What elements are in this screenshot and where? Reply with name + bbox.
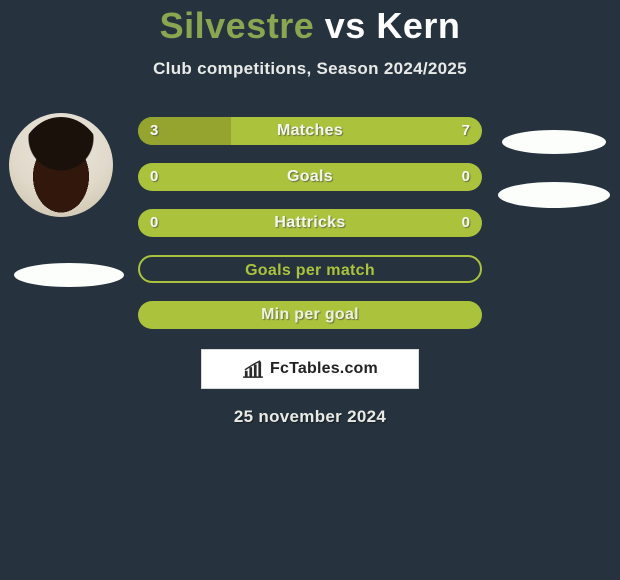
bar-matches: 3 Matches 7: [138, 117, 482, 145]
player2-logo-shape-top: [502, 130, 606, 154]
bar-gpm-label: Goals per match: [140, 257, 480, 283]
bar-goals: 0 Goals 0: [138, 163, 482, 191]
title-vs: vs: [325, 5, 366, 46]
bar-hattricks: 0 Hattricks 0: [138, 209, 482, 237]
bar-goals-label: Goals: [138, 163, 482, 191]
bar-matches-right-value: 7: [462, 117, 470, 145]
title-player2: Kern: [376, 5, 460, 46]
brand-chart-icon: [242, 360, 264, 378]
bar-hattricks-right-value: 0: [462, 209, 470, 237]
bar-min-per-goal: Min per goal: [138, 301, 482, 329]
player1-logo-shape: [14, 263, 124, 287]
brand-text: FcTables.com: [270, 360, 378, 378]
bar-goals-right-value: 0: [462, 163, 470, 191]
bar-matches-label: Matches: [138, 117, 482, 145]
stat-bars: 3 Matches 7 0 Goals 0 0 Hattricks 0 Goal…: [138, 117, 482, 347]
brand-box: FcTables.com: [201, 349, 419, 389]
bar-mpg-label: Min per goal: [138, 301, 482, 329]
bar-hattricks-label: Hattricks: [138, 209, 482, 237]
page-title: Silvestre vs Kern: [0, 4, 620, 47]
title-player1: Silvestre: [160, 5, 315, 46]
date-text: 25 november 2024: [0, 407, 620, 427]
comparison-body: 3 Matches 7 0 Goals 0 0 Hattricks 0 Goal…: [0, 117, 620, 437]
bar-goals-per-match: Goals per match: [138, 255, 482, 283]
subtitle: Club competitions, Season 2024/2025: [0, 59, 620, 79]
comparison-card: Silvestre vs Kern Club competitions, Sea…: [0, 0, 620, 437]
player2-logo-shape-mid: [498, 182, 610, 208]
player1-avatar-face: [41, 153, 81, 201]
player1-avatar: [9, 113, 113, 217]
